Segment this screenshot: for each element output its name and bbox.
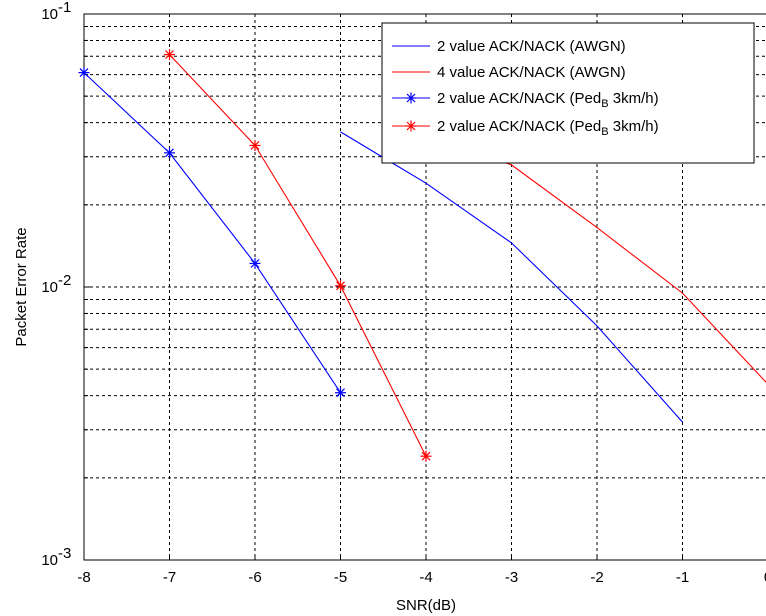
y-tick-exponent: -1 [58,0,71,16]
legend-entry-3: 2 value ACK/NACK (PedB 3km/h) [392,90,659,110]
legend: 2 value ACK/NACK (AWGN) 4 value ACK/NACK … [381,22,755,164]
x-tick-label: -5 [334,569,347,586]
x-tick-label: -1 [676,569,689,586]
legend-label-text: 4 value ACK/NACK (AWGN) [437,64,626,81]
marker-star-stroke [406,93,416,103]
legend-label-subscript: B [601,126,608,138]
x-tick-labels: -8 -7 -6 -5 -4 -3 -2 -1 0 [77,569,766,586]
legend-label-text: 2 value ACK/NACK (Ped [437,90,601,107]
y-tick-exponent: -3 [58,545,71,562]
x-tick-label: -6 [248,569,261,586]
y-tick-label: 10 [41,6,58,23]
x-tick-label: -8 [77,569,90,586]
legend-label-text: 3km/h) [609,90,659,107]
legend-box [381,22,755,164]
y-tick-exponent: -2 [58,272,71,289]
marker-star-stroke [336,388,345,398]
legend-label-subscript: B [601,98,608,110]
legend-entry-4: 2 value ACK/NACK (PedB 3km/h) [392,118,659,138]
data-point [249,257,261,269]
legend-entry-1: 2 value ACK/NACK (AWGN) [392,38,626,55]
series-1 [340,131,683,423]
legend-label-text: 2 value ACK/NACK (AWGN) [437,38,626,55]
y-tick-label: 10 [41,552,58,569]
marker-star-stroke [79,68,89,78]
x-tick-label: -4 [419,569,432,586]
data-point [78,67,90,79]
data-point [164,49,175,61]
marker-star-stroke [250,141,260,150]
marker-star-stroke [406,121,416,131]
x-tick-label: -3 [505,569,518,586]
marker-star-stroke [165,148,174,158]
data-point [420,450,432,462]
y-tick-labels: 10-310-210-1 [41,0,71,569]
series-line [169,54,427,457]
legend-label: 2 value ACK/NACK (PedB 3km/h) [437,90,659,110]
legend-label-text: 3km/h) [609,118,659,135]
legend-marker [405,92,417,104]
legend-label: 4 value ACK/NACK (AWGN) [437,64,626,81]
legend-marker [405,120,417,132]
data-point [335,280,346,292]
data-point [164,147,175,159]
x-axis-label: SNR(dB) [396,597,456,614]
marker-star-stroke [165,50,174,60]
x-tick-label: -7 [163,569,176,586]
x-tick-label: 0 [764,569,766,586]
series-line [340,131,683,423]
y-axis-label: Packet Error Rate [13,227,30,346]
axes [83,13,766,561]
data-point [335,387,346,399]
y-tick-label: 10 [41,279,58,296]
series-4 [164,49,432,462]
marker-star-stroke [421,451,431,461]
data-point [249,139,261,151]
series-3 [78,67,346,399]
legend-label: 2 value ACK/NACK (AWGN) [437,38,626,55]
x-tick-label: -2 [590,569,603,586]
legend-label: 2 value ACK/NACK (PedB 3km/h) [437,118,659,138]
legend-entry-2: 4 value ACK/NACK (AWGN) [392,64,626,81]
series-line [83,72,341,394]
marker-star-stroke [250,258,260,268]
legend-label-text: 2 value ACK/NACK (Ped [437,118,601,135]
marker-star-stroke [336,281,345,291]
